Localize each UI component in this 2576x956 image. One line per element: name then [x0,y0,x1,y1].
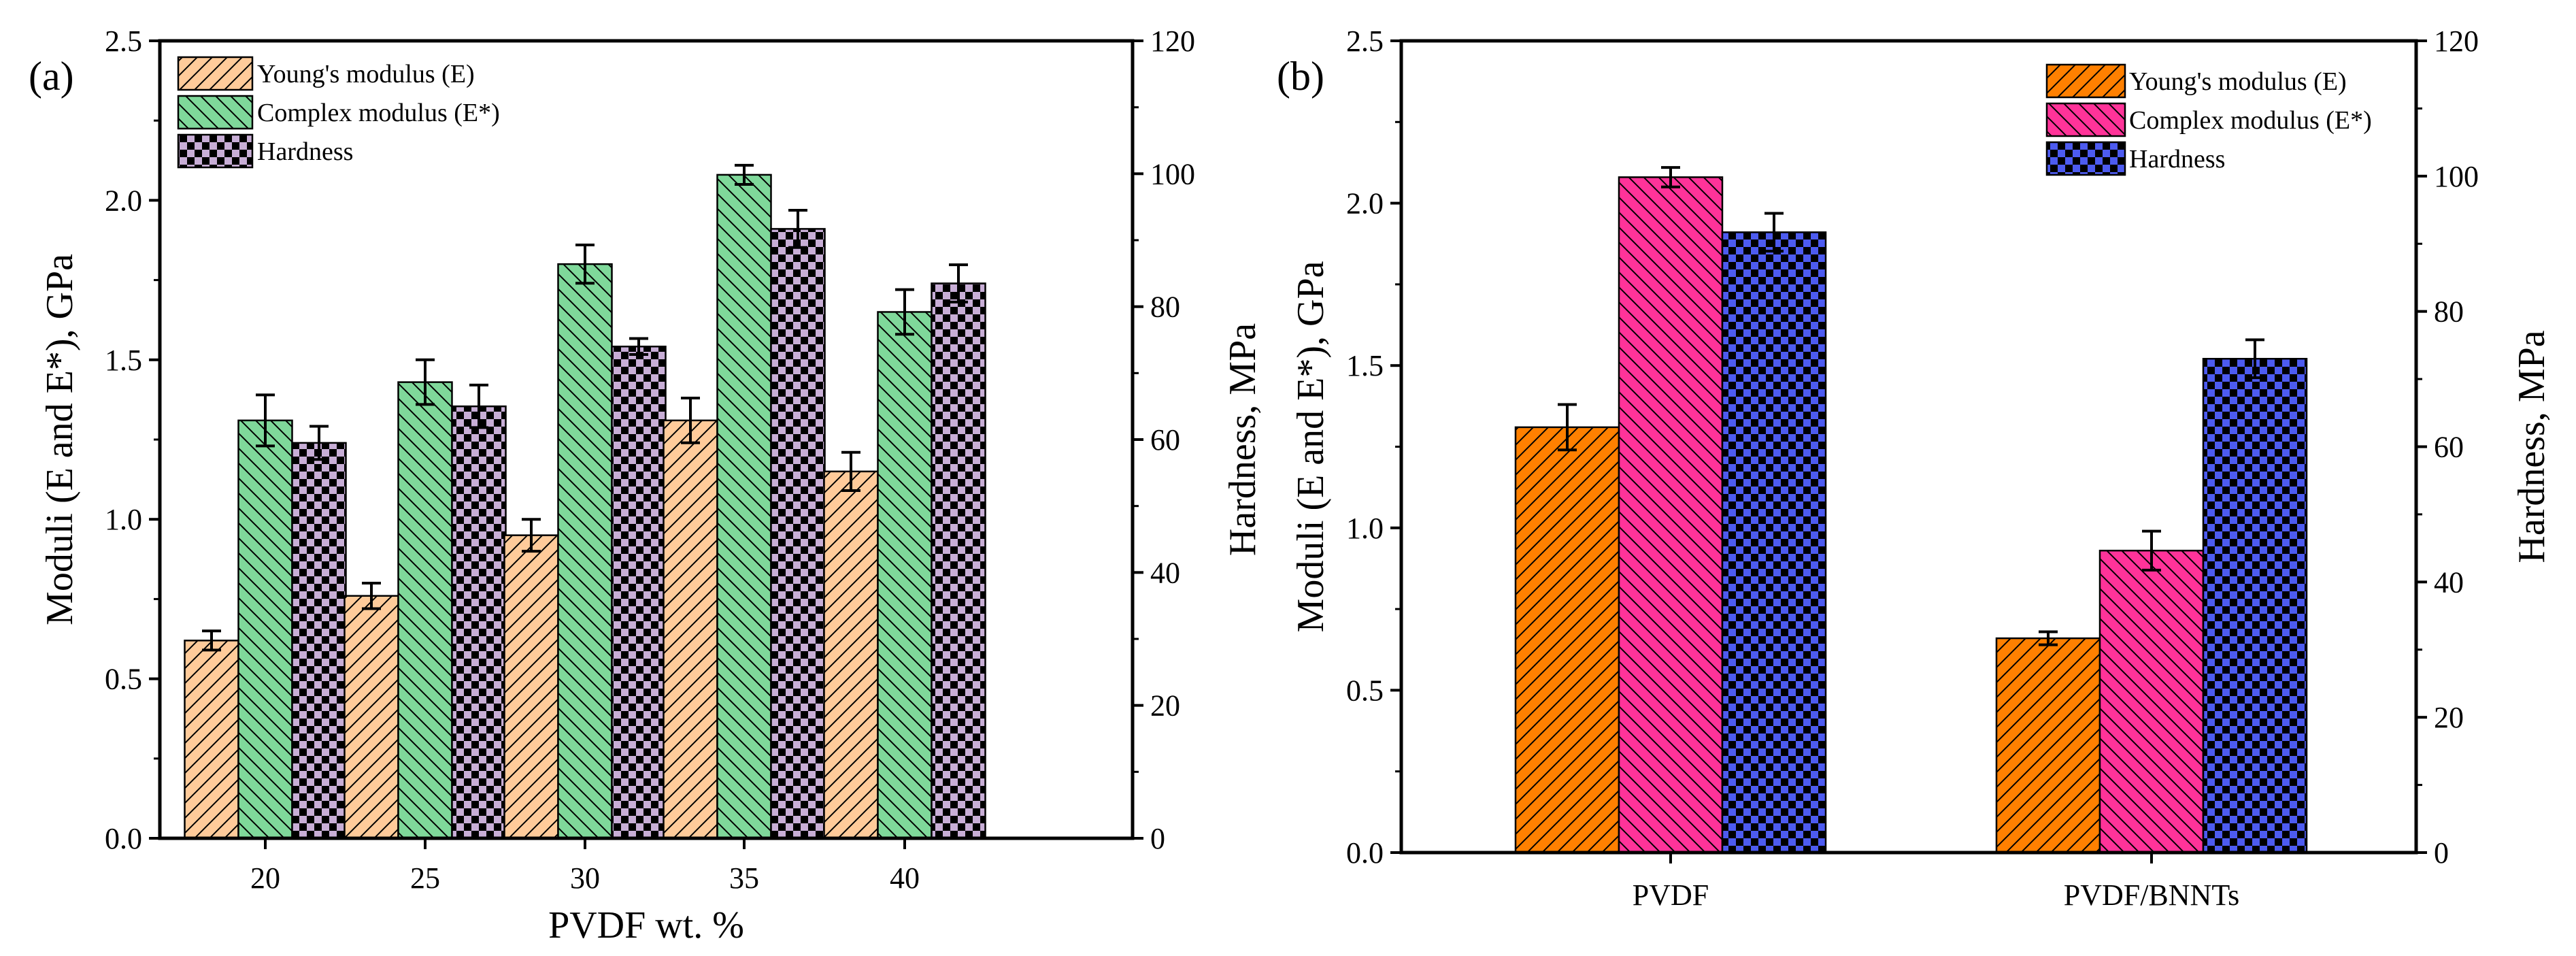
bar-PVDF/BNNTs-1 [2098,549,2205,854]
y-right-tick-label: 80 [2434,295,2464,329]
y-right-tick-label: 60 [2434,431,2464,464]
y-right-axis-title: Hardness, MPa [2511,330,2553,563]
y-right-tick-label: 120 [2434,24,2479,58]
error-bar-PVDF-0 [1558,403,1577,452]
bar-PVDF-2 [1721,231,1827,854]
error-bar-30-1 [575,244,595,285]
bar-35-0 [663,419,718,840]
error-bar-30-2 [629,337,648,356]
y-right-tick-label: 80 [1150,291,1180,324]
error-bar-30-0 [522,518,541,553]
error-bar-PVDF-1 [1661,166,1680,188]
error-bar-40-1 [895,288,914,336]
y-right-tick-label: 100 [1150,157,1195,191]
error-bar-20-1 [256,393,275,448]
error-bar-PVDF-2 [1764,212,1784,253]
error-bar-25-2 [469,383,488,429]
legend-label-2: Hardness [2129,145,2225,174]
x-tick-label: 35 [729,861,759,895]
legend-swatch-2 [2045,141,2126,176]
error-bar-25-1 [416,358,435,406]
legend-label-1: Complex modulus (E*) [2129,106,2372,135]
y-right-tick-label: 0 [2434,836,2449,870]
bar-20-0 [184,640,239,840]
y-left-tick-label: 2.0 [105,184,142,217]
bar-PVDF/BNNTs-0 [1995,637,2101,854]
bar-PVDF-0 [1514,426,1620,854]
x-tick-label: 20 [250,861,280,895]
bar-30-2 [611,346,667,840]
bar-20-2 [291,442,347,840]
x-tick-label: 30 [570,861,600,895]
y-left-tick-label: 1.5 [1346,349,1384,382]
y-left-tick-label: 2.5 [1346,24,1384,58]
bar-35-2 [770,228,826,840]
bar-30-0 [503,534,559,840]
y-right-tick-label: 20 [2434,701,2464,734]
error-bar-PVDF/BNNTs-1 [2142,529,2161,572]
y-right-tick-label: 0 [1150,822,1165,855]
error-bar-40-2 [949,263,968,303]
y-left-tick-label: 1.0 [105,503,142,536]
x-tick-label: 25 [410,861,440,895]
y-left-axis-title: Moduli (E and E*), GPa [1290,261,1332,632]
y-left-tick-label: 2.5 [105,24,142,58]
x-tick-label: PVDF [1633,878,1709,912]
bar-35-1 [716,174,772,840]
bar-30-1 [557,263,613,840]
x-axis-title: PVDF wt. % [548,904,744,946]
legend-swatch-1 [2045,102,2126,137]
error-bar-PVDF/BNNTs-2 [2245,338,2264,380]
legend-swatch-0 [2045,63,2126,99]
bar-25-0 [344,595,399,840]
error-bar-40-0 [841,450,860,493]
error-bar-20-0 [202,629,221,652]
error-bar-35-2 [788,209,807,249]
panel-label: (a) [29,54,74,99]
error-bar-PVDF/BNNTs-0 [2039,630,2058,646]
legend-label-0: Young's modulus (E) [257,60,475,88]
chart-panel-a: 20 25 30 35 40 0.0 0.5 1.0 1.5 2.0 2.5 0 20 40 60 80 100… [29,24,1264,946]
bar-25-2 [451,405,507,840]
y-right-tick-label: 40 [1150,556,1180,589]
bar-PVDF-1 [1618,176,1724,854]
y-right-tick-label: 20 [1150,689,1180,723]
bar-40-0 [823,470,879,840]
bar-40-2 [931,282,986,840]
y-right-tick-label: 60 [1150,423,1180,457]
x-tick-label: 40 [890,861,920,895]
y-left-tick-label: 1.0 [1346,512,1384,545]
y-right-tick-label: 120 [1150,24,1195,58]
bar-40-1 [877,311,933,840]
legend-swatch-2 [177,133,254,169]
legend-swatch-1 [177,95,254,130]
legend-label-1: Complex modulus (E*) [257,99,500,127]
x-tick-label: PVDF/BNNTs [2064,878,2240,912]
error-bar-35-1 [735,163,754,186]
legend-label-0: Young's modulus (E) [2129,67,2347,96]
panel-label: (b) [1277,54,1324,99]
y-left-tick-label: 0.5 [1346,674,1384,707]
bar-25-1 [397,381,453,840]
error-bar-25-0 [362,581,381,610]
y-right-axis-title: Hardness, MPa [1222,323,1264,556]
error-bar-35-0 [681,397,700,444]
y-right-tick-label: 100 [2434,160,2479,193]
legend-swatch-0 [177,56,254,91]
bar-PVDF/BNNTs-2 [2202,358,2308,854]
legend-label-2: Hardness [257,137,353,166]
y-left-tick-label: 2.0 [1346,187,1384,220]
y-left-tick-label: 0.0 [1346,836,1384,870]
y-left-tick-label: 0.0 [105,822,142,855]
y-left-axis-title: Moduli (E and E*), GPa [39,254,81,625]
y-left-tick-label: 0.5 [105,663,142,696]
bar-20-1 [237,419,293,840]
y-left-tick-label: 1.5 [105,344,142,377]
error-bar-20-2 [310,425,329,461]
y-right-tick-label: 40 [2434,565,2464,599]
chart-panel-b: PVDF PVDF/BNNTs 0.0 0.5 1.0 1.5 2.0 2.5 0 20 40 60 8… [1277,24,2553,912]
